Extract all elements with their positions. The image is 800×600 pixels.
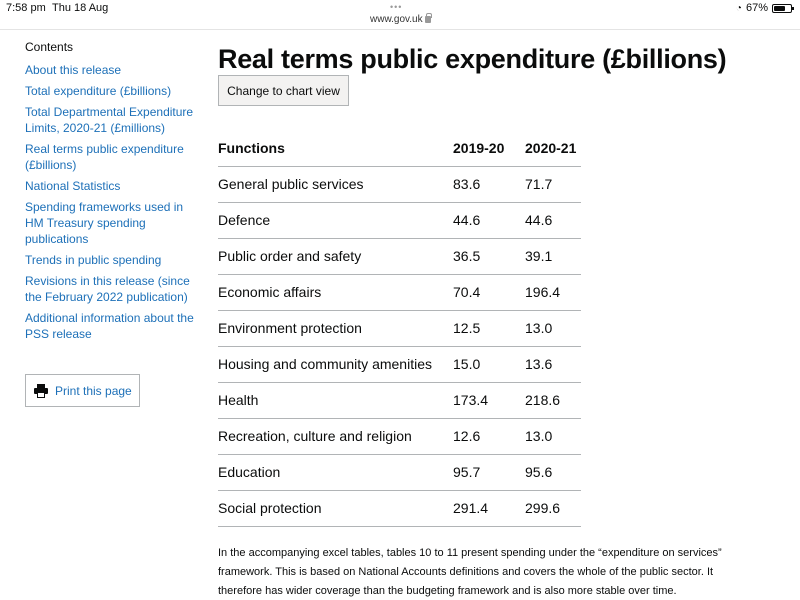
table-row: Environment protection 12.5 13.0: [218, 310, 581, 347]
contents-link[interactable]: Revisions in this release (since the Feb…: [25, 274, 190, 304]
table-row: Education 95.7 95.6: [218, 454, 581, 491]
contents-link[interactable]: About this release: [25, 63, 122, 77]
header-2020-21: 2020-21: [525, 130, 581, 167]
value-2019-20-cell: 36.5: [453, 238, 525, 275]
value-2019-20-cell: 95.7: [453, 454, 525, 491]
value-2020-21-cell: 13.6: [525, 346, 581, 383]
header-functions: Functions: [218, 130, 453, 167]
print-page-button[interactable]: Print this page: [25, 374, 140, 407]
function-cell: Recreation, culture and religion: [218, 418, 453, 455]
value-2019-20-cell: 15.0: [453, 346, 525, 383]
expenditure-table: Functions 2019-20 2020-21 General public…: [218, 130, 581, 527]
contents-link[interactable]: Additional information about the PSS rel…: [25, 311, 194, 341]
value-2019-20-cell: 12.6: [453, 418, 525, 455]
value-2020-21-cell: 196.4: [525, 274, 581, 311]
print-page-label: Print this page: [55, 383, 132, 398]
address-bar[interactable]: www.gov.uk: [370, 13, 432, 25]
contents-link[interactable]: Spending frameworks used in HM Treasury …: [25, 200, 184, 246]
contents-link[interactable]: Trends in public spending: [25, 253, 162, 267]
function-cell: Housing and community amenities: [218, 346, 453, 383]
battery-fill: [774, 5, 785, 11]
url-text: www.gov.uk: [370, 14, 423, 25]
contents-link[interactable]: Total expenditure (£billions): [25, 84, 172, 98]
explanatory-paragraph: In the accompanying excel tables, tables…: [218, 547, 722, 597]
table-row: Health 173.4 218.6: [218, 382, 581, 419]
table-row: Defence 44.6 44.6: [218, 202, 581, 239]
contents-link[interactable]: National Statistics: [25, 179, 121, 193]
table-row: Social protection 291.4 299.6: [218, 490, 581, 527]
table-row: Public order and safety 36.5 39.1: [218, 238, 581, 275]
function-cell: Economic affairs: [218, 274, 453, 311]
value-2019-20-cell: 83.6: [453, 166, 525, 203]
function-cell: Public order and safety: [218, 238, 453, 275]
value-2019-20-cell: 173.4: [453, 382, 525, 419]
contents-list: About this release Total expenditure (£bi…: [25, 62, 200, 342]
value-2020-21-cell: 95.6: [525, 454, 581, 491]
value-2020-21-cell: 299.6: [525, 490, 581, 527]
browser-menu-dots-icon[interactable]: •••: [390, 2, 403, 12]
value-2019-20-cell: 70.4: [453, 274, 525, 311]
change-to-chart-view-button[interactable]: Change to chart view: [218, 75, 349, 106]
value-2020-21-cell: 71.7: [525, 166, 581, 203]
contents-link[interactable]: Real terms public expenditure (£billions…: [25, 142, 184, 172]
lock-icon: [424, 13, 432, 23]
contents-link[interactable]: Total Departmental Expenditure Limits, 2…: [25, 105, 194, 135]
printer-icon: [34, 383, 48, 398]
value-2020-21-cell: 218.6: [525, 382, 581, 419]
value-2019-20-cell: 44.6: [453, 202, 525, 239]
table-row: General public services 83.6 71.7: [218, 166, 581, 203]
page-title: Real terms public expenditure (£billions…: [218, 44, 727, 74]
table-row: Economic affairs 70.4 196.4: [218, 274, 581, 311]
value-2020-21-cell: 13.0: [525, 310, 581, 347]
function-cell: Education: [218, 454, 453, 491]
battery-percent: 67%: [745, 2, 768, 14]
function-cell: Health: [218, 382, 453, 419]
status-indicators: ◔ 67%: [735, 2, 794, 14]
function-cell: General public services: [218, 166, 453, 203]
table-row: Recreation, culture and religion 12.6 13.0: [218, 418, 581, 455]
table-row: Housing and community amenities 15.0 13.6: [218, 346, 581, 383]
status-time: 7:58 pm: [6, 2, 46, 14]
value-2020-21-cell: 13.0: [525, 418, 581, 455]
contents-heading: Contents: [25, 40, 74, 54]
value-2019-20-cell: 291.4: [453, 490, 525, 527]
header-2019-20: 2019-20: [453, 130, 525, 167]
contents-sidebar: Contents About this release Total expendi…: [25, 40, 200, 407]
function-cell: Environment protection: [218, 310, 453, 347]
table-body: General public services 83.6 71.7 Defence 44…: [218, 166, 581, 527]
wifi-icon: ◔: [735, 2, 742, 14]
value-2019-20-cell: 12.5: [453, 310, 525, 347]
status-date: Thu 18 Aug: [52, 2, 109, 14]
function-cell: Defence: [218, 202, 453, 239]
table-header-row: Functions 2019-20 2020-21: [218, 130, 581, 167]
value-2020-21-cell: 39.1: [525, 238, 581, 275]
function-cell: Social protection: [218, 490, 453, 527]
value-2020-21-cell: 44.6: [525, 202, 581, 239]
battery-icon: [772, 3, 794, 13]
status-bar: 7:58 pm Thu 18 Aug ••• www.gov.uk ◔ 67%: [0, 0, 800, 30]
